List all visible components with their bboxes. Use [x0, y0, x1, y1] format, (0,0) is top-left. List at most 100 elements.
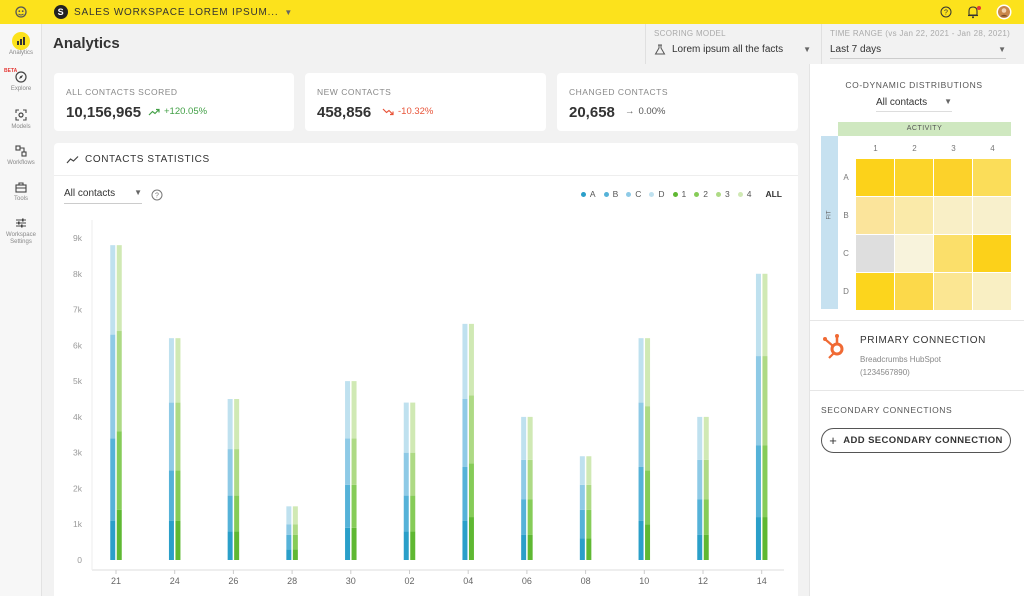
heatmap-cell[interactable]: [895, 273, 933, 310]
app-logo-icon: [15, 6, 27, 18]
bar-segment-c: [521, 459, 527, 500]
bar-segment-4: [410, 402, 416, 453]
help-icon[interactable]: ?: [940, 6, 952, 18]
bar-segment-b: [168, 470, 174, 521]
chart-contacts-select[interactable]: All contacts ▼: [64, 188, 142, 204]
y-tick-label: 8k: [73, 269, 83, 279]
nav-item-models[interactable]: Models: [0, 106, 42, 131]
right-panel: CO-DYNAMIC DISTRIBUTIONS All contacts ▼ …: [809, 64, 1024, 596]
heatmap-cell[interactable]: [973, 273, 1011, 310]
legend-all-toggle[interactable]: ALL: [765, 189, 782, 199]
bar-segment-3: [468, 395, 474, 464]
time-range-value: Last 7 days: [830, 44, 882, 55]
bar-segment-d: [345, 381, 351, 439]
heatmap-col-label: 1: [873, 144, 878, 153]
add-secondary-connection-button[interactable]: + ADD SECONDARY CONNECTION: [821, 428, 1011, 453]
bar-segment-3: [645, 406, 651, 471]
legend-item-4[interactable]: 4: [737, 189, 752, 199]
heatmap-cell[interactable]: [934, 197, 972, 234]
contacts-statistics-card: CONTACTS STATISTICS All contacts ▼ ? A B C…: [54, 143, 798, 596]
nav-item-workspace-settings[interactable]: Workspace Settings: [0, 214, 42, 246]
legend-item-3[interactable]: 3: [716, 189, 730, 199]
chevron-down-icon: ▼: [284, 7, 294, 17]
hubspot-logo-icon: [823, 334, 844, 359]
legend-dot: [580, 191, 586, 197]
bar-segment-2: [468, 463, 474, 518]
svg-text:?: ?: [155, 193, 159, 200]
stat-label: ALL CONTACTS SCORED: [66, 87, 178, 97]
help-icon[interactable]: ?: [151, 189, 163, 201]
notification-bell-icon[interactable]: [966, 5, 982, 19]
compass-icon: [12, 68, 30, 86]
bar-segment-1: [468, 517, 474, 560]
bar-segment-d: [227, 399, 233, 450]
fit-axis-label: FIT: [826, 210, 833, 220]
distribution-contacts-select[interactable]: All contacts ▼: [876, 97, 952, 112]
heatmap-cell[interactable]: [895, 197, 933, 234]
legend-item-b[interactable]: B: [603, 189, 619, 199]
heatmap-cell[interactable]: [856, 159, 894, 196]
bar-segment-a: [227, 531, 233, 560]
bar-segment-1: [703, 534, 709, 560]
heatmap-cell[interactable]: [934, 235, 972, 272]
legend-item-c[interactable]: C: [626, 189, 641, 199]
fit-axis-bar: [821, 136, 838, 309]
heatmap-row-label: A: [843, 173, 849, 182]
time-range-label: TIME RANGE (vs Jan 22, 2021 - Jan 28, 20…: [830, 29, 1011, 38]
stat-label: NEW CONTACTS: [317, 87, 392, 97]
nav-item-explore[interactable]: BETA Explore: [0, 68, 42, 93]
y-tick-label: 0: [77, 555, 82, 565]
line-chart-icon: [66, 155, 79, 163]
nav-item-workflows[interactable]: Workflows: [0, 142, 42, 167]
x-tick-label: 04: [463, 576, 473, 586]
bar-segment-c: [579, 484, 585, 510]
stat-change: -10.32%: [382, 106, 433, 117]
nav-label: Tools: [13, 196, 28, 202]
heatmap-cell[interactable]: [856, 197, 894, 234]
time-range-select[interactable]: TIME RANGE (vs Jan 22, 2021 - Jan 28, 20…: [821, 24, 1014, 64]
bar-segment-2: [292, 534, 298, 550]
chevron-down-icon: ▼: [998, 45, 1006, 54]
flask-icon: [654, 44, 666, 55]
bar-segment-3: [234, 449, 240, 496]
legend-label: C: [635, 189, 642, 199]
heatmap-cell[interactable]: [895, 159, 933, 196]
legend-item-a[interactable]: A: [580, 189, 596, 199]
heatmap-cell[interactable]: [856, 273, 894, 310]
heatmap-cell[interactable]: [934, 159, 972, 196]
bar-segment-d: [579, 456, 585, 485]
nav-item-analytics[interactable]: Analytics: [0, 32, 42, 57]
heatmap-cell[interactable]: [973, 197, 1011, 234]
heatmap-cell[interactable]: [973, 159, 1011, 196]
legend-label: 4: [746, 189, 752, 199]
nav-label: Models: [11, 124, 31, 130]
avatar[interactable]: [996, 4, 1012, 20]
legend-item-1[interactable]: 1: [672, 189, 686, 199]
target-icon: [12, 106, 30, 124]
bar-segment-d: [403, 402, 409, 453]
bar-segment-a: [345, 527, 351, 560]
legend-item-2[interactable]: 2: [694, 189, 708, 199]
chart-filter-value: All contacts: [64, 188, 116, 199]
bar-segment-4: [527, 416, 533, 460]
heatmap-cell[interactable]: [895, 235, 933, 272]
scoring-model-select[interactable]: SCORING MODEL Lorem ipsum all the facts …: [645, 24, 819, 64]
bar-segment-1: [175, 520, 181, 560]
stat-card-changed-contacts: CHANGED CONTACTS 20,658 → 0.00%: [557, 73, 798, 131]
heatmap-cell[interactable]: [973, 235, 1011, 272]
legend-item-d[interactable]: D: [649, 189, 665, 199]
nav-item-tools[interactable]: Tools: [0, 178, 42, 203]
bar-segment-1: [527, 534, 533, 560]
workspace-switcher[interactable]: S SALES WORKSPACE LOREM IPSUM... ▼: [42, 5, 293, 19]
sliders-icon: [12, 214, 30, 232]
heatmap-cell[interactable]: [934, 273, 972, 310]
divider: [810, 320, 1024, 321]
app-logo[interactable]: [0, 0, 42, 24]
bar-segment-b: [403, 495, 409, 532]
legend-label: B: [612, 189, 619, 199]
plus-icon: +: [829, 433, 838, 448]
toolbox-icon: [12, 178, 30, 196]
bar-segment-2: [116, 431, 122, 510]
heatmap-cell[interactable]: [856, 235, 894, 272]
trend-up-icon: [148, 108, 160, 115]
